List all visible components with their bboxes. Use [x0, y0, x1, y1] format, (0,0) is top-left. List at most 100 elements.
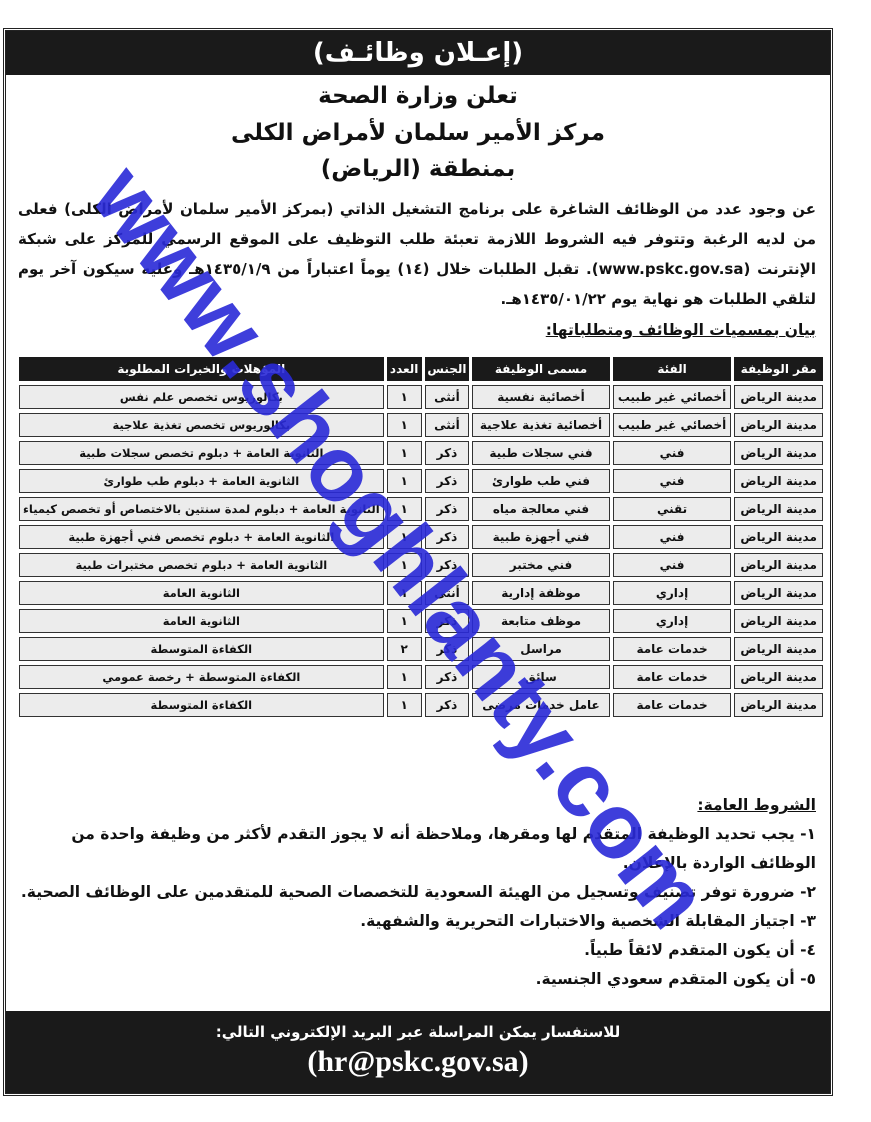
- table-cell: فني سجلات طبية: [472, 441, 610, 465]
- table-cell: ١: [386, 665, 422, 689]
- column-header: مسمى الوظيفة: [472, 357, 610, 381]
- conditions-heading: الشروط العامة:: [697, 796, 816, 814]
- table-cell: أنثى: [424, 581, 470, 605]
- table-title: بيان بمسميات الوظائف ومتطلباتها:: [545, 321, 816, 339]
- center-heading: مركز الأمير سلمان لأمراض الكلى: [231, 120, 605, 146]
- table-cell: فني: [612, 553, 732, 577]
- table-cell: الثانوية العامة + دبلوم لمدة سنتين بالاخ…: [19, 497, 384, 521]
- table-cell: مدينة الرياض: [734, 637, 823, 661]
- table-cell: فني: [612, 469, 732, 493]
- jobs-table: مقر الوظيفة الفئة مسمى الوظيفة الجنس العدد ال…: [16, 353, 826, 721]
- table-cell: الكفاءة المتوسطة: [19, 637, 384, 661]
- table-cell: أخصائية نفسية: [472, 385, 610, 409]
- ad-title: (إعـلان وظائـف): [6, 31, 830, 75]
- table-cell: مدينة الرياض: [734, 553, 823, 577]
- table-cell: عامل خدمات مرضى: [472, 693, 610, 717]
- table-cell: فني مختبر: [472, 553, 610, 577]
- table-cell: الثانوية العامة + دبلوم تخصص فني أجهزة ط…: [19, 525, 384, 549]
- table-cell: ذكر: [424, 469, 470, 493]
- column-header: الفئة: [612, 357, 732, 381]
- table-row: مدينة الرياض فني فني أجهزة طبية ذكر ١ الثانوي…: [19, 525, 823, 549]
- table-cell: ذكر: [424, 693, 470, 717]
- condition-item: ٢- ضرورة توفر تصنيف وتسجيل من الهيئة الس…: [20, 883, 816, 901]
- table-cell: ١: [386, 581, 422, 605]
- table-cell: أخصائية تغذية علاجية: [472, 413, 610, 437]
- table-cell: الثانوية العامة + دبلوم تخصص مختبرات طبي…: [19, 553, 384, 577]
- table-cell: خدمات عامة: [612, 637, 732, 661]
- table-cell: فني: [612, 525, 732, 549]
- table-cell: الثانوية العامة: [19, 609, 384, 633]
- table-cell: فني طب طوارئ: [472, 469, 610, 493]
- table-header-row: مقر الوظيفة الفئة مسمى الوظيفة الجنس العدد ال…: [19, 357, 823, 381]
- table-row: مدينة الرياض فني فني سجلات طبية ذكر ١ الثانوي…: [19, 441, 823, 465]
- table-cell: مدينة الرياض: [734, 525, 823, 549]
- table-cell: ذكر: [424, 525, 470, 549]
- table-cell: ١: [386, 441, 422, 465]
- table-cell: ١: [386, 469, 422, 493]
- table-cell: ١: [386, 553, 422, 577]
- table-row: مدينة الرياض إداري موظفة إدارية أنثى ١ الثانو…: [19, 581, 823, 605]
- table-cell: مدينة الرياض: [734, 469, 823, 493]
- region-heading: بمنطقة (الرياض): [320, 156, 516, 182]
- column-header: الجنس: [424, 357, 470, 381]
- table-cell: ١: [386, 609, 422, 633]
- table-row: مدينة الرياض إداري موظف متابعة ذكر ١ الثانوية…: [19, 609, 823, 633]
- table-row: مدينة الرياض خدمات عامة سائق ذكر ١ الكفاءة ال…: [19, 665, 823, 689]
- table-cell: موظفة إدارية: [472, 581, 610, 605]
- column-header: المؤهلات والخبرات المطلوبة: [19, 357, 384, 381]
- table-cell: بكالوريوس تخصص علم نفس: [19, 385, 384, 409]
- table-cell: الثانوية العامة + دبلوم طب طوارئ: [19, 469, 384, 493]
- table-row: مدينة الرياض تقني فني معالجة مياه ذكر ١ الثان…: [19, 497, 823, 521]
- table-cell: الثانوية العامة + دبلوم تخصص سجلات طبية: [19, 441, 384, 465]
- table-cell: إداري: [612, 581, 732, 605]
- table-cell: خدمات عامة: [612, 693, 732, 717]
- table-cell: فني معالجة مياه: [472, 497, 610, 521]
- table-cell: ذكر: [424, 665, 470, 689]
- table-cell: الكفاءة المتوسطة + رخصة عمومي: [19, 665, 384, 689]
- table-cell: مدينة الرياض: [734, 581, 823, 605]
- table-cell: الثانوية العامة: [19, 581, 384, 605]
- table-cell: ١: [386, 525, 422, 549]
- column-header: العدد: [386, 357, 422, 381]
- contact-footer: للاستفسار يمكن المراسلة عبر البريد الإلك…: [6, 1011, 830, 1093]
- table-row: مدينة الرياض فني فني مختبر ذكر ١ الثانوية الع…: [19, 553, 823, 577]
- table-cell: فني أجهزة طبية: [472, 525, 610, 549]
- condition-item: ٣- اجتياز المقابلة الشخصية والاختبارات ا…: [360, 912, 816, 930]
- table-row: مدينة الرياض خدمات عامة عامل خدمات مرضى ذكر…: [19, 693, 823, 717]
- table-cell: مدينة الرياض: [734, 413, 823, 437]
- table-row: مدينة الرياض خدمات عامة مراسل ذكر ٢ الكفاءة ا…: [19, 637, 823, 661]
- table-cell: ٢: [386, 637, 422, 661]
- table-cell: مدينة الرياض: [734, 441, 823, 465]
- table-cell: خدمات عامة: [612, 665, 732, 689]
- table-cell: موظف متابعة: [472, 609, 610, 633]
- table-row: مدينة الرياض أخصائي غير طبيب أخصائية تغذية…: [19, 413, 823, 437]
- table-cell: إداري: [612, 609, 732, 633]
- table-cell: ذكر: [424, 553, 470, 577]
- contact-text: للاستفسار يمكن المراسلة عبر البريد الإلك…: [215, 1023, 621, 1041]
- table-cell: ١: [386, 693, 422, 717]
- table-cell: ١: [386, 413, 422, 437]
- table-cell: سائق: [472, 665, 610, 689]
- table-cell: مدينة الرياض: [734, 385, 823, 409]
- ministry-heading: تعلن وزارة الصحة: [318, 83, 518, 109]
- table-cell: الكفاءة المتوسطة: [19, 693, 384, 717]
- table-cell: تقني: [612, 497, 732, 521]
- table-cell: مدينة الرياض: [734, 665, 823, 689]
- table-cell: ذكر: [424, 637, 470, 661]
- table-cell: ١: [386, 385, 422, 409]
- table-cell: ذكر: [424, 609, 470, 633]
- table-cell: مراسل: [472, 637, 610, 661]
- table-row: مدينة الرياض فني فني طب طوارئ ذكر ١ الثانوية …: [19, 469, 823, 493]
- condition-item: ١- يجب تحديد الوظيفة المتقدم لها ومقرها،…: [71, 825, 816, 872]
- intro-paragraph: عن وجود عدد من الوظائف الشاغرة على برنام…: [18, 200, 816, 308]
- table-cell: ذكر: [424, 497, 470, 521]
- column-header: مقر الوظيفة: [734, 357, 823, 381]
- table-cell: بكالوريوس تخصص تغذية علاجية: [19, 413, 384, 437]
- table-cell: مدينة الرياض: [734, 609, 823, 633]
- table-cell: فني: [612, 441, 732, 465]
- contact-email: (hr@pskc.gov.sa): [307, 1045, 529, 1078]
- table-cell: مدينة الرياض: [734, 497, 823, 521]
- general-conditions: الشروط العامة: ١- يجب تحديد الوظيفة المت…: [18, 791, 816, 994]
- table-cell: أنثى: [424, 413, 470, 437]
- condition-item: ٥- أن يكون المتقدم سعودي الجنسية.: [535, 970, 816, 988]
